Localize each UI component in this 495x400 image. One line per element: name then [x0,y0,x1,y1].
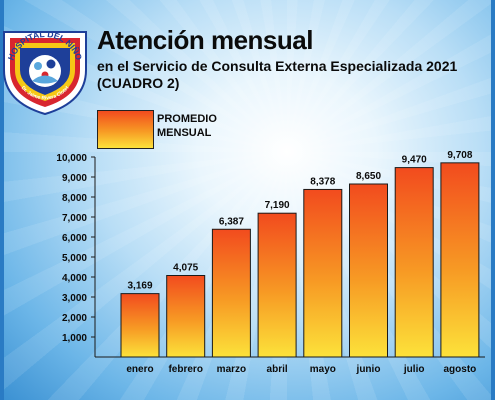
bar-value-label: 9,470 [402,155,427,166]
x-tick-label: enero [126,364,153,375]
y-tick-label: 10,000 [56,153,87,164]
x-tick-label: agosto [444,364,477,375]
bar-value-label: 8,650 [356,171,381,182]
bar-julio [394,167,434,358]
page-subtitle: en el Servicio de Consulta Externa Espec… [97,58,458,74]
y-tick-label: 5,000 [62,253,87,264]
bar-value-label: 7,190 [265,200,290,211]
y-tick-label: 8,000 [62,193,87,204]
y-tick-label: 1,000 [62,333,87,344]
legend-label: PROMEDIO MENSUAL [157,113,217,139]
x-tick-label: junio [356,364,381,375]
x-tick-label: abril [267,364,288,375]
y-tick-label: 7,000 [62,213,87,224]
hospital-logo: HOSPITAL DEL NIÑO Dr. Jaime Rivera Clote… [3,29,87,116]
x-tick-label: febrero [168,364,202,375]
y-tick-label: 3,000 [62,293,87,304]
table-reference: (CUADRO 2) [97,75,180,91]
left-edge [0,0,4,400]
y-tick-label: 4,000 [62,273,87,284]
bar-value-label: 8,378 [310,176,335,187]
y-tick-label: 6,000 [62,233,87,244]
header: Atención mensual en el Servicio de Consu… [97,26,457,92]
x-tick-label: marzo [217,364,246,375]
right-edge [491,0,495,400]
bar-value-label: 3,169 [127,281,152,292]
bar-agosto [440,162,480,358]
bar-abril [257,212,297,358]
bar-junio [349,183,388,358]
bar-value-label: 9,708 [447,150,472,161]
legend-swatch [97,110,154,149]
x-tick-label: julio [403,364,425,375]
bar-value-label: 4,075 [173,263,198,274]
bar-mayo [303,188,343,358]
bar-marzo [211,228,251,358]
page-title: Atención mensual [97,25,313,55]
bar-value-label: 6,387 [219,216,244,227]
y-tick-label: 2,000 [62,313,87,324]
x-tick-label: mayo [310,364,336,375]
bar-enero [120,293,160,358]
bar-febrero [166,275,206,358]
y-tick-label: 9,000 [62,173,87,184]
